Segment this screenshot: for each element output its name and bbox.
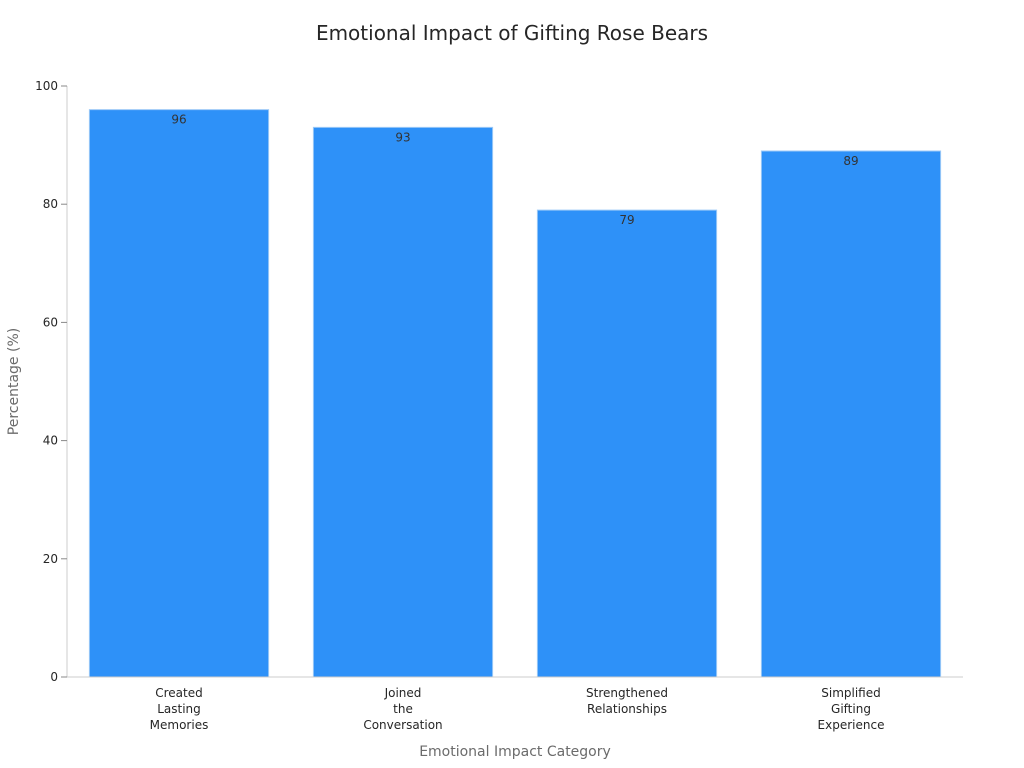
bar-0 (88, 109, 270, 678)
x-tick-label-line: the (393, 702, 413, 716)
bar-value-label-1: 93 (395, 130, 410, 144)
x-tick-label-line: Lasting (157, 702, 201, 716)
x-tick-label-0: Created Lasting Memories (150, 686, 209, 732)
bar-1 (312, 126, 494, 678)
x-axis-title: Emotional Impact Category (419, 744, 611, 760)
bar-2 (536, 209, 718, 678)
y-axis-title: Percentage (%) (6, 328, 22, 435)
bar-value-label-2: 79 (619, 213, 634, 227)
bar-value-label-0: 96 (171, 113, 186, 127)
bars-layer (88, 109, 942, 678)
y-tick-label-2: 40 (43, 434, 58, 448)
x-tick-label-line: Strengthened (586, 686, 668, 700)
x-tick-label-2: Strengthened Relationships (586, 686, 668, 716)
y-tick-label-1: 20 (43, 552, 58, 566)
x-tick-label-3: Simplified Gifting Experience (818, 686, 885, 732)
y-tick-label-0: 0 (50, 670, 58, 684)
bar-value-label-3: 89 (843, 154, 858, 168)
y-tick-label-3: 60 (43, 315, 58, 329)
chart-title: Emotional Impact of Gifting Rose Bears (316, 21, 708, 45)
y-tick-label-5: 100 (35, 79, 58, 93)
y-axis-ticks: 0 20 40 60 80 100 (35, 79, 67, 684)
x-tick-label-line: Conversation (363, 718, 442, 732)
y-tick-label-4: 80 (43, 197, 58, 211)
x-tick-label-1: Joined the Conversation (363, 686, 442, 732)
x-tick-label-line: Experience (818, 718, 885, 732)
x-tick-label-line: Memories (150, 718, 209, 732)
x-tick-label-line: Joined (384, 686, 422, 700)
x-tick-label-line: Relationships (587, 702, 667, 716)
bar-3 (760, 150, 942, 678)
x-tick-label-line: Gifting (831, 702, 871, 716)
x-tick-label-line: Simplified (821, 686, 880, 700)
x-tick-label-line: Created (155, 686, 203, 700)
x-axis-category-labels: Created Lasting Memories Joined the Conversat… (150, 686, 885, 732)
value-labels-layer: 96 93 79 89 (171, 113, 858, 227)
